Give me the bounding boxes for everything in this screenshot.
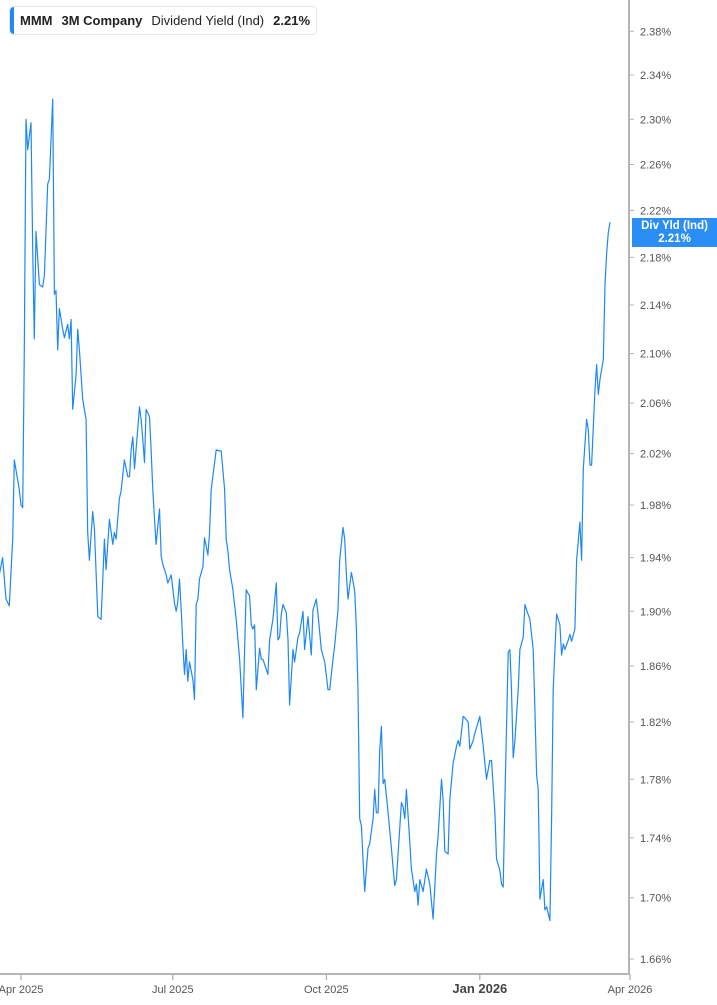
y-tick-label: 1.78% xyxy=(640,774,671,786)
x-tick-label: Jan 2026 xyxy=(452,981,507,996)
y-axis-labels: 2.38% 2.34% 2.30% 2.26% 2.22% 2.18% 2.14% 2.10%… xyxy=(629,26,671,966)
legend-metric: Dividend Yield (Ind) xyxy=(151,13,265,28)
y-tick-label: 1.82% xyxy=(640,717,671,729)
y-tick-label: 2.38% xyxy=(640,26,671,38)
y-tick-label: 1.86% xyxy=(640,661,671,673)
y-tick-label: 1.66% xyxy=(640,954,671,966)
current-value-tag-label: Div Yld (Ind) xyxy=(641,220,708,232)
y-tick-label: 2.02% xyxy=(640,449,671,461)
legend-ticker: MMM xyxy=(20,13,53,28)
x-axis: Apr 2025 Jul 2025 Oct 2025 Jan 2026 Apr 2026 xyxy=(0,974,652,996)
y-tick-label: 2.18% xyxy=(640,252,671,264)
y-tick-label: 2.14% xyxy=(640,300,671,312)
x-tick-label: Apr 2025 xyxy=(0,984,43,996)
legend: MMM 3M Company Dividend Yield (Ind) 2.21… xyxy=(9,6,318,35)
y-tick-label: 1.74% xyxy=(640,833,671,845)
y-tick-label: 1.94% xyxy=(640,553,671,565)
y-tick-label: 2.34% xyxy=(640,70,671,82)
current-value-tag-value: 2.21% xyxy=(658,233,691,245)
legend-value: 2.21% xyxy=(273,13,311,28)
y-tick-label: 2.06% xyxy=(640,398,671,410)
x-tick-label: Oct 2025 xyxy=(304,984,349,996)
legend-color-bar xyxy=(10,7,14,34)
y-tick-label: 1.98% xyxy=(640,500,671,512)
x-tick-label: Jul 2025 xyxy=(152,984,194,996)
series-line-dividend-yield xyxy=(0,98,611,922)
y-tick-label: 2.10% xyxy=(640,349,671,361)
y-tick-label: 1.90% xyxy=(640,606,671,618)
y-tick-label: 2.30% xyxy=(640,114,671,126)
y-tick-label: 1.70% xyxy=(640,893,671,905)
y-tick-label: 2.22% xyxy=(640,205,671,217)
x-tick-label: Apr 2026 xyxy=(608,984,653,996)
legend-company: 3M Company xyxy=(61,13,143,28)
current-value-tag: Div Yld (Ind) 2.21% xyxy=(632,218,717,247)
y-tick-label: 2.26% xyxy=(640,159,671,171)
